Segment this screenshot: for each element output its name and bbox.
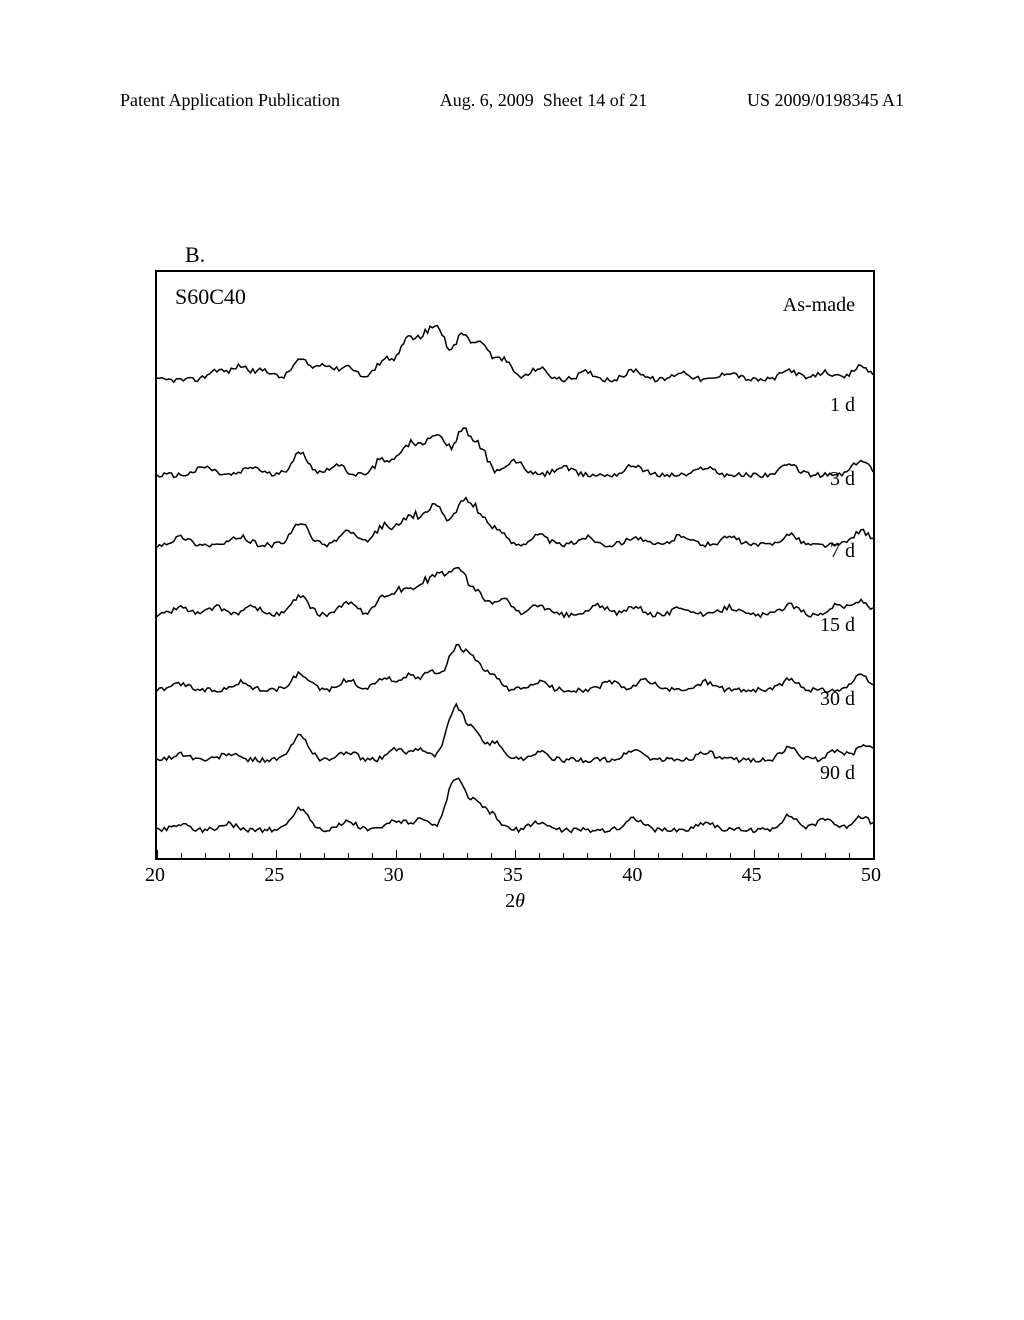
x-tick-label: 35 — [503, 864, 523, 887]
x-tick-major — [754, 850, 755, 858]
trace-label: 15 d — [820, 614, 855, 637]
x-tick-major — [396, 850, 397, 858]
x-tick-minor — [181, 853, 182, 858]
x-axis-title: 2θ — [155, 890, 875, 913]
x-tick-minor — [420, 853, 421, 858]
x-tick-minor — [778, 853, 779, 858]
x-tick-minor — [539, 853, 540, 858]
x-tick-minor — [825, 853, 826, 858]
panel-label: B. — [185, 242, 205, 268]
header-left: Patent Application Publication — [120, 90, 340, 111]
trace-label: 3 d — [830, 468, 855, 491]
header-center: Aug. 6, 2009 Sheet 14 of 21 — [440, 90, 647, 111]
x-tick-label: 45 — [742, 864, 762, 887]
x-tick-major — [873, 850, 874, 858]
x-tick-minor — [491, 853, 492, 858]
x-tick-minor — [706, 853, 707, 858]
x-tick-minor — [443, 853, 444, 858]
x-tick-minor — [658, 853, 659, 858]
x-tick-minor — [587, 853, 588, 858]
x-title-prefix: 2 — [505, 890, 515, 912]
trace-label: 7 d — [830, 540, 855, 563]
x-tick-minor — [610, 853, 611, 858]
x-tick-minor — [252, 853, 253, 858]
chart-frame: S60C40 As-made1 d3 d7 d15 d30 d90 d — [155, 270, 875, 860]
x-tick-minor — [849, 853, 850, 858]
trace-label: As-made — [783, 294, 855, 317]
xrd-trace — [157, 302, 873, 392]
x-tick-major — [157, 850, 158, 858]
x-title-theta: θ — [515, 890, 525, 912]
trace-label: 90 d — [820, 762, 855, 785]
x-tick-minor — [324, 853, 325, 858]
x-tick-major — [515, 850, 516, 858]
x-tick-label: 25 — [264, 864, 284, 887]
x-tick-minor — [563, 853, 564, 858]
x-tick-minor — [801, 853, 802, 858]
x-tick-major — [634, 850, 635, 858]
xrd-trace — [157, 752, 873, 842]
x-tick-minor — [682, 853, 683, 858]
x-tick-label: 40 — [622, 864, 642, 887]
x-tick-minor — [372, 853, 373, 858]
x-axis-ticks — [157, 848, 873, 858]
trace-area: As-made 1 d 3 d 7 d 15 d 30 d 90 d — [157, 272, 873, 832]
x-tick-minor — [730, 853, 731, 858]
x-tick-minor — [229, 853, 230, 858]
x-tick-minor — [205, 853, 206, 858]
x-tick-label: 50 — [861, 864, 881, 887]
x-tick-major — [276, 850, 277, 858]
x-tick-label: 30 — [384, 864, 404, 887]
header-right: US 2009/0198345 A1 — [747, 90, 904, 111]
x-tick-minor — [348, 853, 349, 858]
trace-label: 30 d — [820, 688, 855, 711]
x-tick-label: 20 — [145, 864, 165, 887]
x-tick-minor — [467, 853, 468, 858]
xrd-figure: B. S60C40 As-made1 d3 d7 d15 d30 d90 d 2… — [155, 260, 875, 900]
x-tick-minor — [300, 853, 301, 858]
trace-label: 1 d — [830, 394, 855, 417]
patent-header: Patent Application Publication Aug. 6, 2… — [0, 90, 1024, 111]
